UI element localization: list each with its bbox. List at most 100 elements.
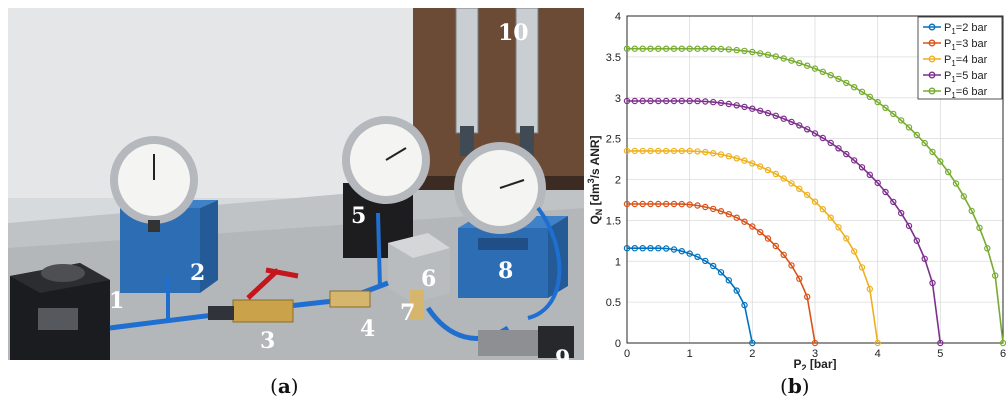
data-point bbox=[631, 97, 639, 105]
legend-label-5: P1=6 bar bbox=[944, 86, 988, 100]
data-point bbox=[788, 57, 795, 64]
data-point bbox=[890, 198, 897, 206]
data-point bbox=[647, 244, 654, 252]
data-point bbox=[639, 147, 646, 155]
data-point bbox=[623, 200, 631, 208]
data-point bbox=[733, 46, 740, 54]
data-point bbox=[631, 244, 639, 252]
data-point bbox=[647, 97, 654, 105]
data-point bbox=[749, 160, 756, 167]
data-point bbox=[819, 68, 826, 76]
data-point bbox=[709, 45, 717, 52]
data-point bbox=[968, 207, 975, 215]
data-point bbox=[662, 147, 670, 155]
data-point bbox=[913, 131, 920, 139]
photo-label-1: 1 bbox=[109, 288, 124, 314]
data-point bbox=[772, 112, 779, 120]
data-point bbox=[647, 200, 654, 208]
legend-entry-3: P1=4 bar bbox=[923, 54, 988, 68]
data-point bbox=[686, 147, 693, 155]
data-point bbox=[905, 222, 913, 230]
data-point bbox=[709, 98, 717, 106]
data-point bbox=[905, 124, 913, 131]
data-point bbox=[694, 45, 701, 52]
data-point bbox=[678, 97, 686, 105]
data-point bbox=[945, 168, 952, 176]
legend-entry-1: P1=2 bar bbox=[923, 22, 988, 36]
data-point bbox=[772, 242, 779, 250]
data-point bbox=[709, 205, 717, 213]
series-4 bbox=[623, 97, 944, 347]
data-point bbox=[655, 45, 662, 52]
data-point bbox=[788, 118, 795, 126]
legend-label-1: P1=2 bar bbox=[944, 22, 988, 36]
data-point bbox=[717, 207, 725, 215]
data-point bbox=[655, 200, 662, 208]
data-point bbox=[796, 59, 803, 67]
data-point bbox=[811, 130, 819, 137]
data-point bbox=[764, 51, 772, 59]
data-point bbox=[749, 105, 756, 112]
data-point bbox=[749, 223, 756, 230]
data-point bbox=[874, 339, 881, 347]
data-point bbox=[811, 339, 819, 347]
data-point bbox=[709, 149, 717, 157]
data-point bbox=[843, 79, 850, 87]
x-tick-label-4: 4 bbox=[875, 348, 881, 360]
legend-label-4: P1=5 bar bbox=[944, 70, 988, 84]
series-line-5 bbox=[627, 47, 1004, 344]
data-point bbox=[702, 257, 709, 265]
data-point bbox=[835, 145, 842, 152]
data-point bbox=[843, 150, 850, 158]
data-point bbox=[631, 200, 639, 208]
data-point bbox=[992, 272, 999, 279]
data-point bbox=[796, 275, 803, 282]
y-axis-title: QN [dm3/s ANR] bbox=[586, 135, 604, 224]
data-point bbox=[749, 339, 756, 347]
data-point bbox=[882, 188, 889, 196]
data-point bbox=[662, 200, 670, 208]
data-point bbox=[827, 71, 834, 79]
data-point bbox=[929, 148, 936, 156]
series-lines bbox=[623, 45, 1006, 347]
data-point bbox=[655, 147, 662, 155]
data-point bbox=[772, 53, 779, 60]
data-point bbox=[898, 117, 905, 124]
y-tick-label-6: 3 bbox=[615, 93, 621, 105]
data-point bbox=[921, 255, 928, 262]
data-point bbox=[756, 228, 764, 236]
series-3 bbox=[623, 147, 881, 347]
data-point bbox=[866, 171, 873, 178]
data-point bbox=[678, 247, 686, 255]
data-point bbox=[780, 115, 787, 122]
data-point bbox=[686, 250, 693, 257]
legend: P1=2 bar P1=3 bar P1=4 bar P1=5 bar P1=6 bbox=[917, 16, 1003, 100]
data-point bbox=[717, 45, 725, 53]
x-tick-label-1: 1 bbox=[687, 348, 693, 360]
data-point bbox=[623, 45, 631, 52]
data-point bbox=[694, 253, 701, 260]
data-point bbox=[678, 45, 686, 52]
data-point bbox=[756, 107, 764, 115]
x-tick-label-2: 2 bbox=[749, 348, 755, 360]
data-point bbox=[984, 245, 991, 252]
photo-illustration: 1 2 3 4 5 6 7 8 9 10 bbox=[8, 8, 584, 360]
data-point bbox=[843, 235, 850, 242]
data-point bbox=[639, 97, 646, 105]
data-point bbox=[937, 339, 944, 347]
data-point bbox=[686, 45, 693, 52]
caption-a: (a) bbox=[270, 374, 299, 398]
data-point bbox=[623, 147, 631, 155]
data-point bbox=[780, 55, 787, 62]
data-point bbox=[866, 285, 873, 293]
photo-label-9: 9 bbox=[555, 346, 570, 360]
data-point bbox=[749, 48, 756, 56]
data-point bbox=[733, 155, 740, 162]
data-point bbox=[639, 200, 646, 208]
data-point bbox=[733, 287, 740, 294]
x-axis-title: P2 [bar] bbox=[793, 357, 836, 370]
data-point bbox=[788, 180, 795, 187]
data-point bbox=[772, 170, 779, 178]
data-point bbox=[819, 134, 826, 142]
data-point bbox=[678, 147, 686, 155]
